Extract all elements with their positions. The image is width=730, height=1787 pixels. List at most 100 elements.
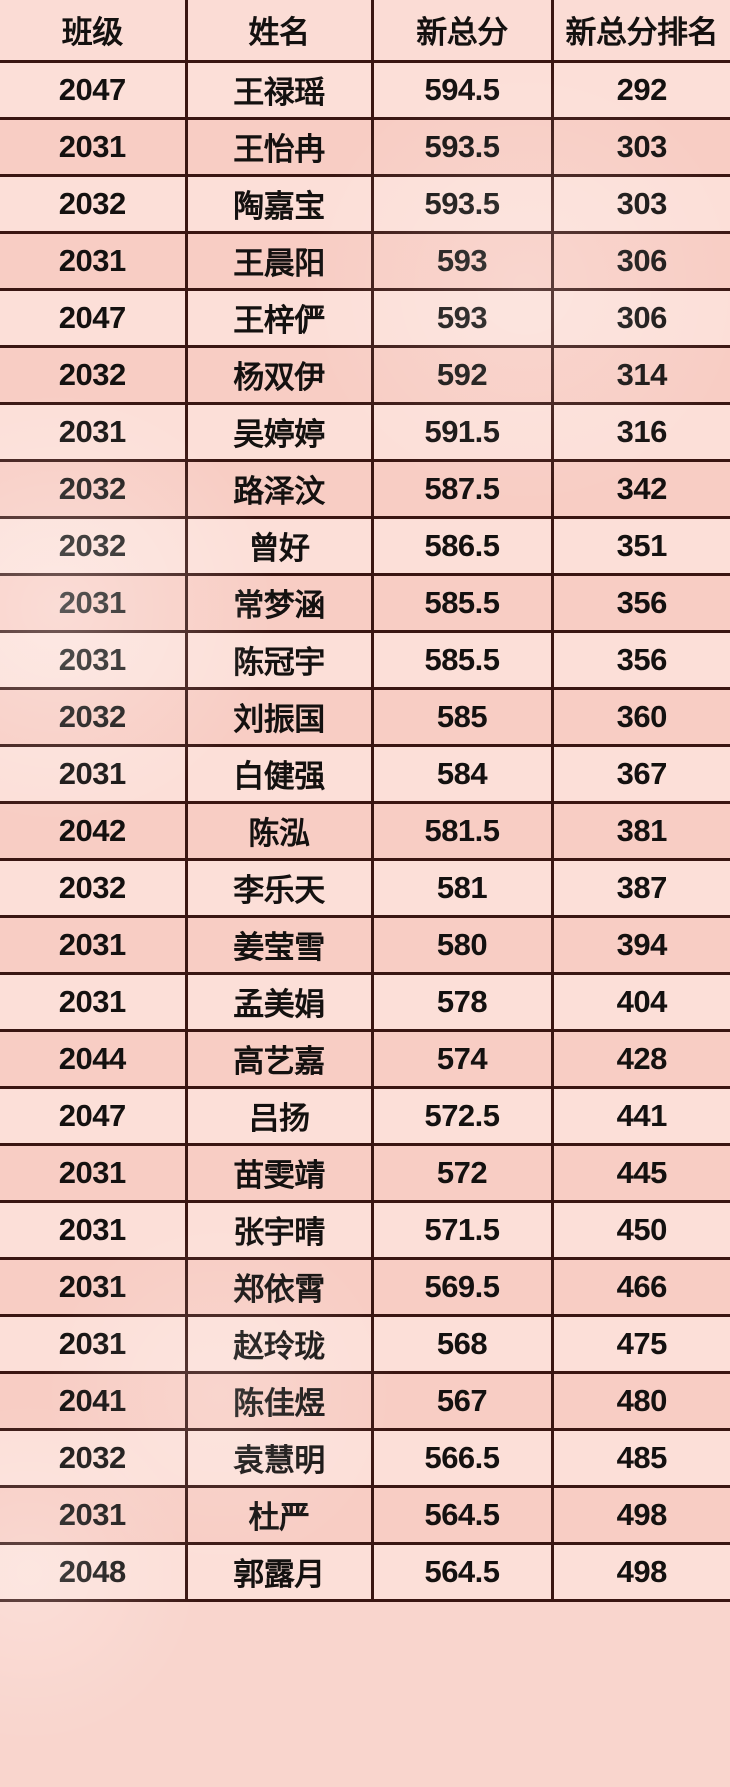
- table-row: 2032 路泽汶 587.5 342: [0, 458, 730, 519]
- table-row: 2031 白健强 584 367: [0, 743, 730, 804]
- score-ranking-table: 班级 姓名 新总分 新总分排名 2047 王禄瑶 594.5 292 2031 王怡冉 59…: [0, 0, 730, 1602]
- cell-score: 585.5: [372, 572, 554, 633]
- cell-score: 593: [372, 287, 554, 348]
- cell-name: 王晨阳: [186, 230, 374, 291]
- cell-name: 曾好: [186, 515, 374, 576]
- cell-score: 566.5: [372, 1427, 554, 1488]
- cell-score: 571.5: [372, 1199, 554, 1260]
- cell-name: 张宇晴: [186, 1199, 374, 1260]
- table-row: 2032 袁慧明 566.5 485: [0, 1427, 730, 1488]
- cell-score: 574: [372, 1028, 554, 1089]
- cell-class: 2032: [0, 515, 188, 576]
- table-row: 2031 苗雯靖 572 445: [0, 1142, 730, 1203]
- cell-class: 2047: [0, 287, 188, 348]
- table-row: 2031 姜莹雪 580 394: [0, 914, 730, 975]
- cell-name: 陈冠宇: [186, 629, 374, 690]
- cell-score: 585.5: [372, 629, 554, 690]
- cell-rank: 450: [552, 1199, 730, 1260]
- cell-name: 李乐天: [186, 857, 374, 918]
- table-row: 2031 吴婷婷 591.5 316: [0, 401, 730, 462]
- cell-rank: 351: [552, 515, 730, 576]
- cell-score: 594.5: [372, 59, 554, 120]
- cell-score: 572: [372, 1142, 554, 1203]
- cell-score: 572.5: [372, 1085, 554, 1146]
- cell-name: 郭露月: [186, 1541, 374, 1602]
- cell-class: 2032: [0, 344, 188, 405]
- cell-score: 568: [372, 1313, 554, 1374]
- cell-rank: 480: [552, 1370, 730, 1431]
- table-row: 2031 王怡冉 593.5 303: [0, 116, 730, 177]
- cell-class: 2047: [0, 1085, 188, 1146]
- cell-class: 2031: [0, 743, 188, 804]
- cell-rank: 360: [552, 686, 730, 747]
- cell-score: 593.5: [372, 116, 554, 177]
- table-row: 2032 刘振国 585 360: [0, 686, 730, 747]
- cell-rank: 314: [552, 344, 730, 405]
- cell-name: 陈泓: [186, 800, 374, 861]
- cell-class: 2031: [0, 230, 188, 291]
- cell-score: 581.5: [372, 800, 554, 861]
- table-row: 2031 孟美娟 578 404: [0, 971, 730, 1032]
- cell-class: 2032: [0, 686, 188, 747]
- table-row: 2048 郭露月 564.5 498: [0, 1541, 730, 1602]
- cell-class: 2031: [0, 116, 188, 177]
- cell-rank: 381: [552, 800, 730, 861]
- cell-class: 2031: [0, 1142, 188, 1203]
- cell-name: 王怡冉: [186, 116, 374, 177]
- cell-score: 592: [372, 344, 554, 405]
- cell-rank: 475: [552, 1313, 730, 1374]
- cell-name: 孟美娟: [186, 971, 374, 1032]
- cell-score: 584: [372, 743, 554, 804]
- cell-rank: 356: [552, 572, 730, 633]
- cell-score: 585: [372, 686, 554, 747]
- table-row: 2041 陈佳煜 567 480: [0, 1370, 730, 1431]
- table-row: 2032 李乐天 581 387: [0, 857, 730, 918]
- table-row: 2031 陈冠宇 585.5 356: [0, 629, 730, 690]
- cell-rank: 498: [552, 1541, 730, 1602]
- cell-class: 2031: [0, 629, 188, 690]
- cell-name: 袁慧明: [186, 1427, 374, 1488]
- cell-rank: 342: [552, 458, 730, 519]
- cell-rank: 367: [552, 743, 730, 804]
- cell-score: 587.5: [372, 458, 554, 519]
- table-row: 2032 曾好 586.5 351: [0, 515, 730, 576]
- cell-name: 白健强: [186, 743, 374, 804]
- cell-score: 586.5: [372, 515, 554, 576]
- cell-rank: 498: [552, 1484, 730, 1545]
- cell-class: 2031: [0, 572, 188, 633]
- cell-score: 567: [372, 1370, 554, 1431]
- cell-class: 2031: [0, 1199, 188, 1260]
- cell-name: 王禄瑶: [186, 59, 374, 120]
- cell-rank: 485: [552, 1427, 730, 1488]
- table-row: 2031 张宇晴 571.5 450: [0, 1199, 730, 1260]
- cell-rank: 306: [552, 230, 730, 291]
- cell-class: 2031: [0, 401, 188, 462]
- cell-rank: 466: [552, 1256, 730, 1317]
- cell-score: 580: [372, 914, 554, 975]
- table-row: 2047 王禄瑶 594.5 292: [0, 59, 730, 120]
- cell-name: 姜莹雪: [186, 914, 374, 975]
- cell-name: 路泽汶: [186, 458, 374, 519]
- table-header: 班级 姓名 新总分 新总分排名: [0, 0, 730, 63]
- cell-name: 吴婷婷: [186, 401, 374, 462]
- cell-name: 杨双伊: [186, 344, 374, 405]
- cell-score: 564.5: [372, 1484, 554, 1545]
- cell-rank: 316: [552, 401, 730, 462]
- cell-class: 2031: [0, 1256, 188, 1317]
- cell-class: 2047: [0, 59, 188, 120]
- cell-name: 高艺嘉: [186, 1028, 374, 1089]
- cell-name: 赵玲珑: [186, 1313, 374, 1374]
- cell-name: 刘振国: [186, 686, 374, 747]
- cell-rank: 306: [552, 287, 730, 348]
- table-row: 2031 王晨阳 593 306: [0, 230, 730, 291]
- cell-rank: 394: [552, 914, 730, 975]
- cell-name: 陈佳煜: [186, 1370, 374, 1431]
- cell-score: 581: [372, 857, 554, 918]
- table-row: 2047 王梓俨 593 306: [0, 287, 730, 348]
- cell-name: 王梓俨: [186, 287, 374, 348]
- column-header-score: 新总分: [372, 0, 554, 63]
- cell-class: 2044: [0, 1028, 188, 1089]
- table-header-row: 班级 姓名 新总分 新总分排名: [0, 0, 730, 63]
- cell-rank: 441: [552, 1085, 730, 1146]
